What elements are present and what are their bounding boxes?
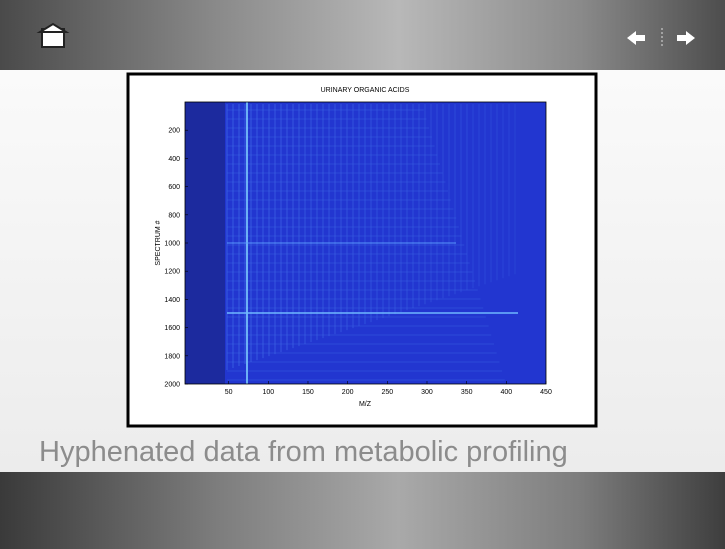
x-tick-label: 150 (302, 389, 314, 396)
x-tick-label: 100 (262, 389, 274, 396)
y-tick-label: 200 (168, 128, 180, 135)
x-tick-label: 300 (421, 389, 433, 396)
y-tick-label: 1000 (164, 241, 180, 248)
y-tick-label: 1800 (164, 353, 180, 360)
y-tick-label: 400 (168, 156, 180, 163)
x-tick-label: 250 (381, 389, 393, 396)
x-axis-label: M/Z (359, 401, 372, 408)
slide: URINARY ORGANIC ACIDS M/Z SPECTRUM # 50 1… (0, 0, 725, 549)
y-tick-label: 600 (168, 184, 180, 191)
x-tick-label: 400 (500, 389, 512, 396)
y-tick-label: 1600 (164, 325, 180, 332)
y-tick-label: 2000 (164, 382, 180, 389)
x-tick-label: 50 (225, 389, 233, 396)
chart-title: URINARY ORGANIC ACIDS (321, 87, 410, 94)
y-tick-label: 800 (168, 212, 180, 219)
heatmap-empty-region (185, 102, 225, 384)
y-tick-label: 1200 (164, 269, 180, 276)
x-tick-label: 200 (342, 389, 354, 396)
x-tick-label: 350 (461, 389, 473, 396)
y-axis-label: SPECTRUM # (155, 220, 162, 265)
caption: Hyphenated data from metabolic profiling (39, 436, 568, 469)
y-tick-label: 1400 (164, 297, 180, 304)
x-tick-label: 450 (540, 389, 552, 396)
